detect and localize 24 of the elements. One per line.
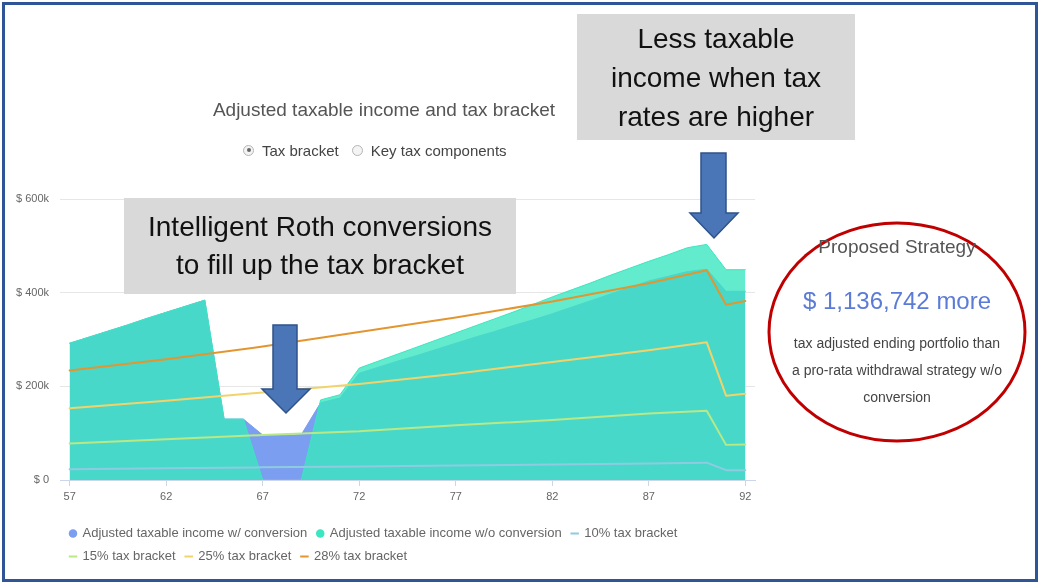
x-tick-label: 77 (449, 489, 462, 502)
legend-label: 15% tax bracket (82, 548, 177, 564)
legend-label: Adjusted taxable income w/o conversion (329, 525, 562, 541)
y-tick-label: $ 600k (15, 192, 50, 205)
legend-label: 28% tax bracket (313, 548, 408, 564)
x-tick-label: 72 (353, 489, 366, 502)
y-tick-label: $ 0 (33, 473, 49, 486)
y-tick-label: $ 400k (15, 285, 50, 298)
text: Tax bracket (262, 141, 339, 159)
y-tick-label: $ 200k (15, 379, 50, 392)
x-tick-label: 87 (642, 489, 655, 502)
text: Proposed Strategy (817, 235, 977, 259)
legend-label: 25% tax bracket (198, 548, 292, 564)
x-tick-label: 62 (160, 489, 173, 502)
x-tick-label: 57 (63, 489, 76, 502)
text: tax adjusted ending portfolio than a pro-rata withdrawal strategy w/o conversion (790, 334, 1004, 407)
x-tick-label: 82 (546, 489, 559, 502)
text: $ 1,136,742 more (801, 286, 993, 316)
chart-title: Adjusted taxable income and tax bracket (212, 99, 556, 120)
x-tick-label: 92 (739, 489, 752, 502)
x-tick-label: 67 (256, 489, 269, 502)
legend-label: Adjusted taxable income w/ conversion (82, 525, 308, 541)
legend-label: 10% tax bracket (584, 525, 678, 541)
text: Key tax components (370, 141, 507, 159)
